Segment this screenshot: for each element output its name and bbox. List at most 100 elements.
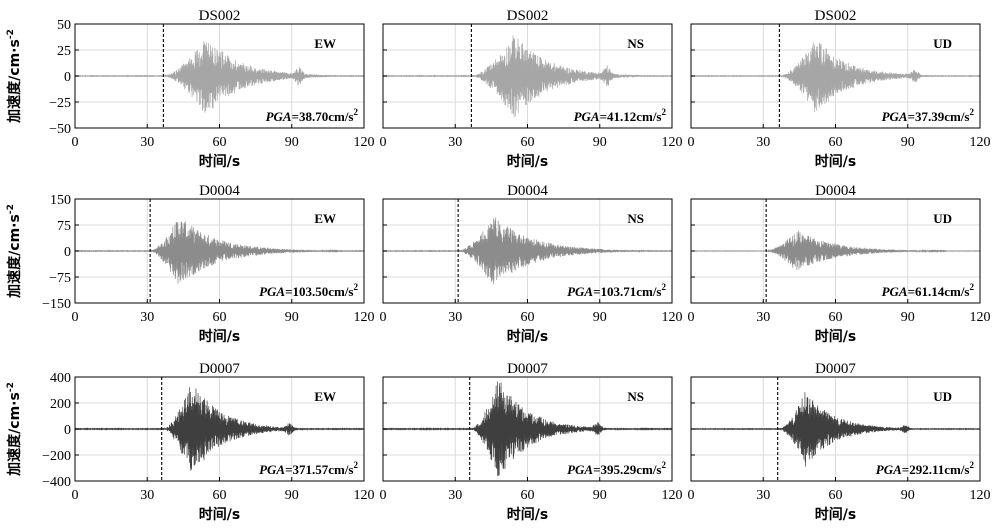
x-tick-label: 60 <box>829 310 843 325</box>
panel-title: D0007 <box>507 361 548 377</box>
waveform-trace <box>690 230 981 271</box>
x-tick-label: 120 <box>970 135 991 150</box>
y-tick-label: 0 <box>64 423 71 438</box>
component-label: UD <box>933 211 952 226</box>
x-axis-label: 时间/s <box>507 153 548 170</box>
x-tick-label: 30 <box>448 135 462 150</box>
x-tick-label: 0 <box>380 488 387 503</box>
x-tick-label: 120 <box>662 488 683 503</box>
waveform-trace <box>382 381 673 477</box>
x-tick-label: 60 <box>521 135 535 150</box>
x-tick-label: 60 <box>521 488 535 503</box>
x-tick-label: 60 <box>829 488 843 503</box>
y-axis-label: 加速度/cm·s-2 <box>6 29 23 124</box>
y-tick-label: 50 <box>57 18 71 33</box>
x-tick-label: 90 <box>901 135 915 150</box>
x-tick-label: 30 <box>448 488 462 503</box>
panel-d0007-ns: 0 30 60 90 120 D0007 NS PGA=395.29cm/s2 时间/s <box>380 361 683 523</box>
y-axis-label: 加速度/cm·s-2 <box>6 382 23 477</box>
y-tick-label: 200 <box>50 397 71 412</box>
x-tick-label: 30 <box>756 135 770 150</box>
y-tick-label: −50 <box>49 122 71 137</box>
x-axis-label: 时间/s <box>199 153 240 170</box>
component-label: EW <box>314 211 336 226</box>
waveform-trace <box>382 35 673 118</box>
y-tick-label: −75 <box>49 271 71 286</box>
panel-ds002-ns: 0 30 60 90 120 DS002 NS PGA=41.12cm/s2 时间/s <box>380 8 683 170</box>
panel-d0004-ns: 0 30 60 90 120 D0004 NS PGA=103.71cm/s2 时间/s <box>380 183 683 345</box>
x-tick-label: 90 <box>593 135 607 150</box>
x-tick-label: 90 <box>901 310 915 325</box>
panel-title: D0004 <box>507 183 548 199</box>
panel-d0007-ew: 0 30 60 90 120 400 200 0 −200 −400 D0007 EW PGA=371.… <box>42 361 374 523</box>
x-tick-label: 0 <box>380 135 387 150</box>
x-tick-label: 0 <box>688 135 695 150</box>
y-tick-label: −200 <box>42 449 71 464</box>
x-tick-label: 0 <box>72 135 79 150</box>
panel-title: D0007 <box>199 361 240 377</box>
y-axis-label: 加速度/cm·s-2 <box>6 204 23 299</box>
y-tick-label: 400 <box>50 371 71 386</box>
waveform-trace <box>74 387 365 471</box>
x-tick-label: 90 <box>285 488 299 503</box>
x-tick-label: 90 <box>285 310 299 325</box>
y-tick-label: 75 <box>57 219 71 234</box>
component-label: NS <box>627 211 644 226</box>
x-tick-label: 90 <box>593 310 607 325</box>
x-tick-label: 60 <box>213 310 227 325</box>
panel-title: DS002 <box>507 8 549 24</box>
x-axis-label: 时间/s <box>507 328 548 345</box>
x-axis-label: 时间/s <box>199 506 240 523</box>
x-tick-label: 30 <box>448 310 462 325</box>
x-tick-label: 120 <box>662 135 683 150</box>
waveform-trace <box>382 217 673 285</box>
y-tick-label: 0 <box>64 245 71 260</box>
pga-annotation: PGA=61.14cm/s2 <box>882 282 975 299</box>
component-label: UD <box>933 389 952 404</box>
x-axis-label: 时间/s <box>199 328 240 345</box>
y-tick-label: −400 <box>42 475 71 490</box>
panel-ds002-ud: 0 30 60 90 120 DS002 UD PGA=37.39cm/s2 时间/s <box>688 8 991 170</box>
x-tick-label: 30 <box>756 310 770 325</box>
y-tick-label: −25 <box>49 96 71 111</box>
waveform-trace <box>690 392 981 467</box>
component-label: NS <box>627 389 644 404</box>
y-tick-label: 150 <box>50 193 71 208</box>
x-tick-label: 120 <box>354 135 375 150</box>
x-tick-label: 60 <box>829 135 843 150</box>
x-axis-label: 时间/s <box>815 328 856 345</box>
x-tick-label: 60 <box>213 135 227 150</box>
y-tick-label: 0 <box>64 70 71 85</box>
component-label: NS <box>627 36 644 51</box>
pga-annotation: PGA=41.12cm/s2 <box>574 107 667 124</box>
x-axis-label: 时间/s <box>815 506 856 523</box>
pga-annotation: PGA=371.57cm/s2 <box>259 460 358 477</box>
x-tick-label: 0 <box>688 488 695 503</box>
x-tick-label: 120 <box>662 310 683 325</box>
waveform-trace <box>74 221 365 284</box>
panel-d0004-ew: 0 30 60 90 120 150 75 0 −75 −150 D0004 EW PGA=103.50… <box>42 183 374 345</box>
panel-ds002-ew: 0 30 60 90 120 50 25 0 −25 −50 DS002 EW PGA=38.70cm/… <box>49 8 374 170</box>
x-tick-label: 90 <box>285 135 299 150</box>
pga-annotation: PGA=395.29cm/s2 <box>567 460 666 477</box>
pga-annotation: PGA=37.39cm/s2 <box>882 107 975 124</box>
x-tick-label: 120 <box>970 488 991 503</box>
component-label: UD <box>933 36 952 51</box>
x-axis-label: 时间/s <box>507 506 548 523</box>
panel-title: D0004 <box>199 183 240 199</box>
x-tick-label: 120 <box>970 310 991 325</box>
x-tick-label: 90 <box>593 488 607 503</box>
waveform-trace <box>690 42 981 113</box>
x-tick-label: 0 <box>380 310 387 325</box>
x-tick-label: 60 <box>213 488 227 503</box>
panel-title: D0004 <box>815 183 856 199</box>
panel-title: DS002 <box>199 8 241 24</box>
x-tick-label: 30 <box>140 488 154 503</box>
component-label: EW <box>314 36 336 51</box>
x-tick-label: 0 <box>72 488 79 503</box>
panel-title: D0007 <box>815 361 856 377</box>
y-tick-label: −150 <box>42 297 71 312</box>
panel-d0004-ud: 0 30 60 90 120 D0004 UD PGA=61.14cm/s2 时间/s <box>688 183 991 345</box>
x-tick-label: 30 <box>140 310 154 325</box>
